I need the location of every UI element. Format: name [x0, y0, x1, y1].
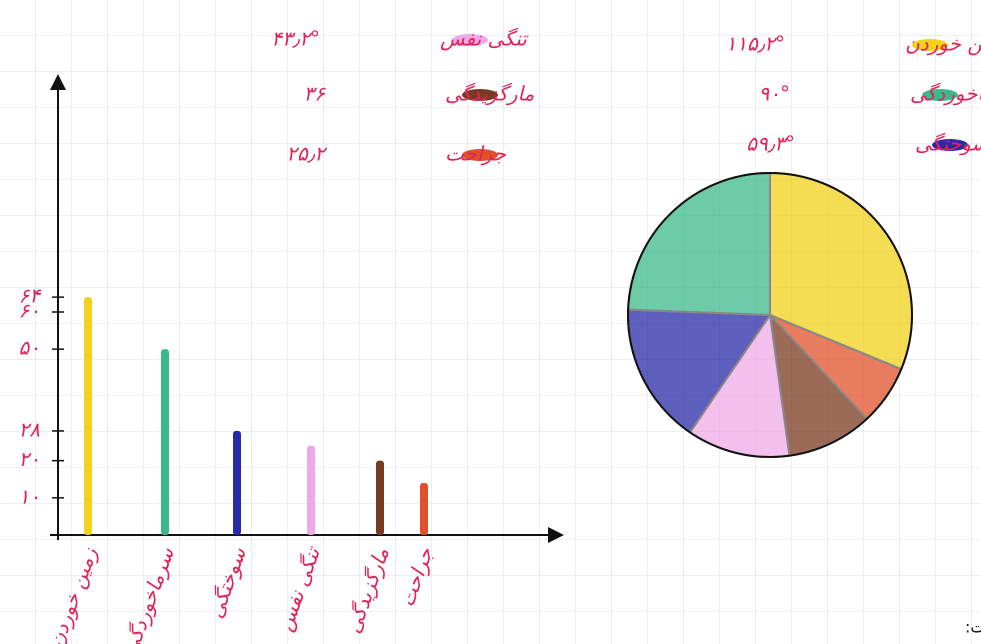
bar: [84, 297, 92, 535]
y-tick-label: ۲۸: [19, 417, 41, 441]
y-tick-label: ۶۴: [19, 284, 43, 308]
legend-label: سوختگی: [915, 132, 981, 156]
y-tick-label: ۶۰: [19, 299, 40, 323]
legend-label: جراحت: [445, 142, 507, 166]
legend-value: ۴۳٫۲°: [271, 27, 320, 51]
y-tick-label: ۱۰: [19, 484, 40, 508]
legend-label: زمین خوردن: [905, 32, 981, 56]
y-tick-label: ۲۰: [19, 447, 40, 471]
legend-value: ۲۵٫۲: [286, 142, 328, 166]
bar: [307, 445, 315, 535]
caption: جمع‌بندی پیشنهادها براساس آموخته‌های ما …: [965, 618, 981, 638]
legend-swatch: [912, 39, 948, 51]
legend-value: ۳۶: [304, 82, 327, 106]
bar: [376, 460, 384, 535]
legend-swatch: [452, 34, 488, 46]
bar: [233, 430, 241, 535]
legend-swatch: [462, 89, 498, 101]
legend-value: ۵۹٫۳°: [746, 132, 795, 156]
pie-outline: [627, 172, 913, 458]
bar: [420, 482, 428, 535]
legend-value: ۹۰°: [759, 82, 790, 106]
legend-swatch: [462, 149, 498, 161]
legend-label: تنگی نفس: [440, 27, 529, 51]
legend-label: سرماخوردگی: [910, 82, 981, 106]
legend-value: ۱۱۵٫۲°: [726, 32, 785, 56]
legend-swatch: [922, 89, 958, 101]
x-arrow: [548, 527, 564, 543]
y-arrow: [50, 74, 66, 90]
legend-swatch: [932, 139, 968, 151]
y-tick-label: ۵۰: [19, 336, 40, 360]
legend-label: مارگزیدگی: [445, 82, 535, 106]
bar: [161, 349, 169, 535]
